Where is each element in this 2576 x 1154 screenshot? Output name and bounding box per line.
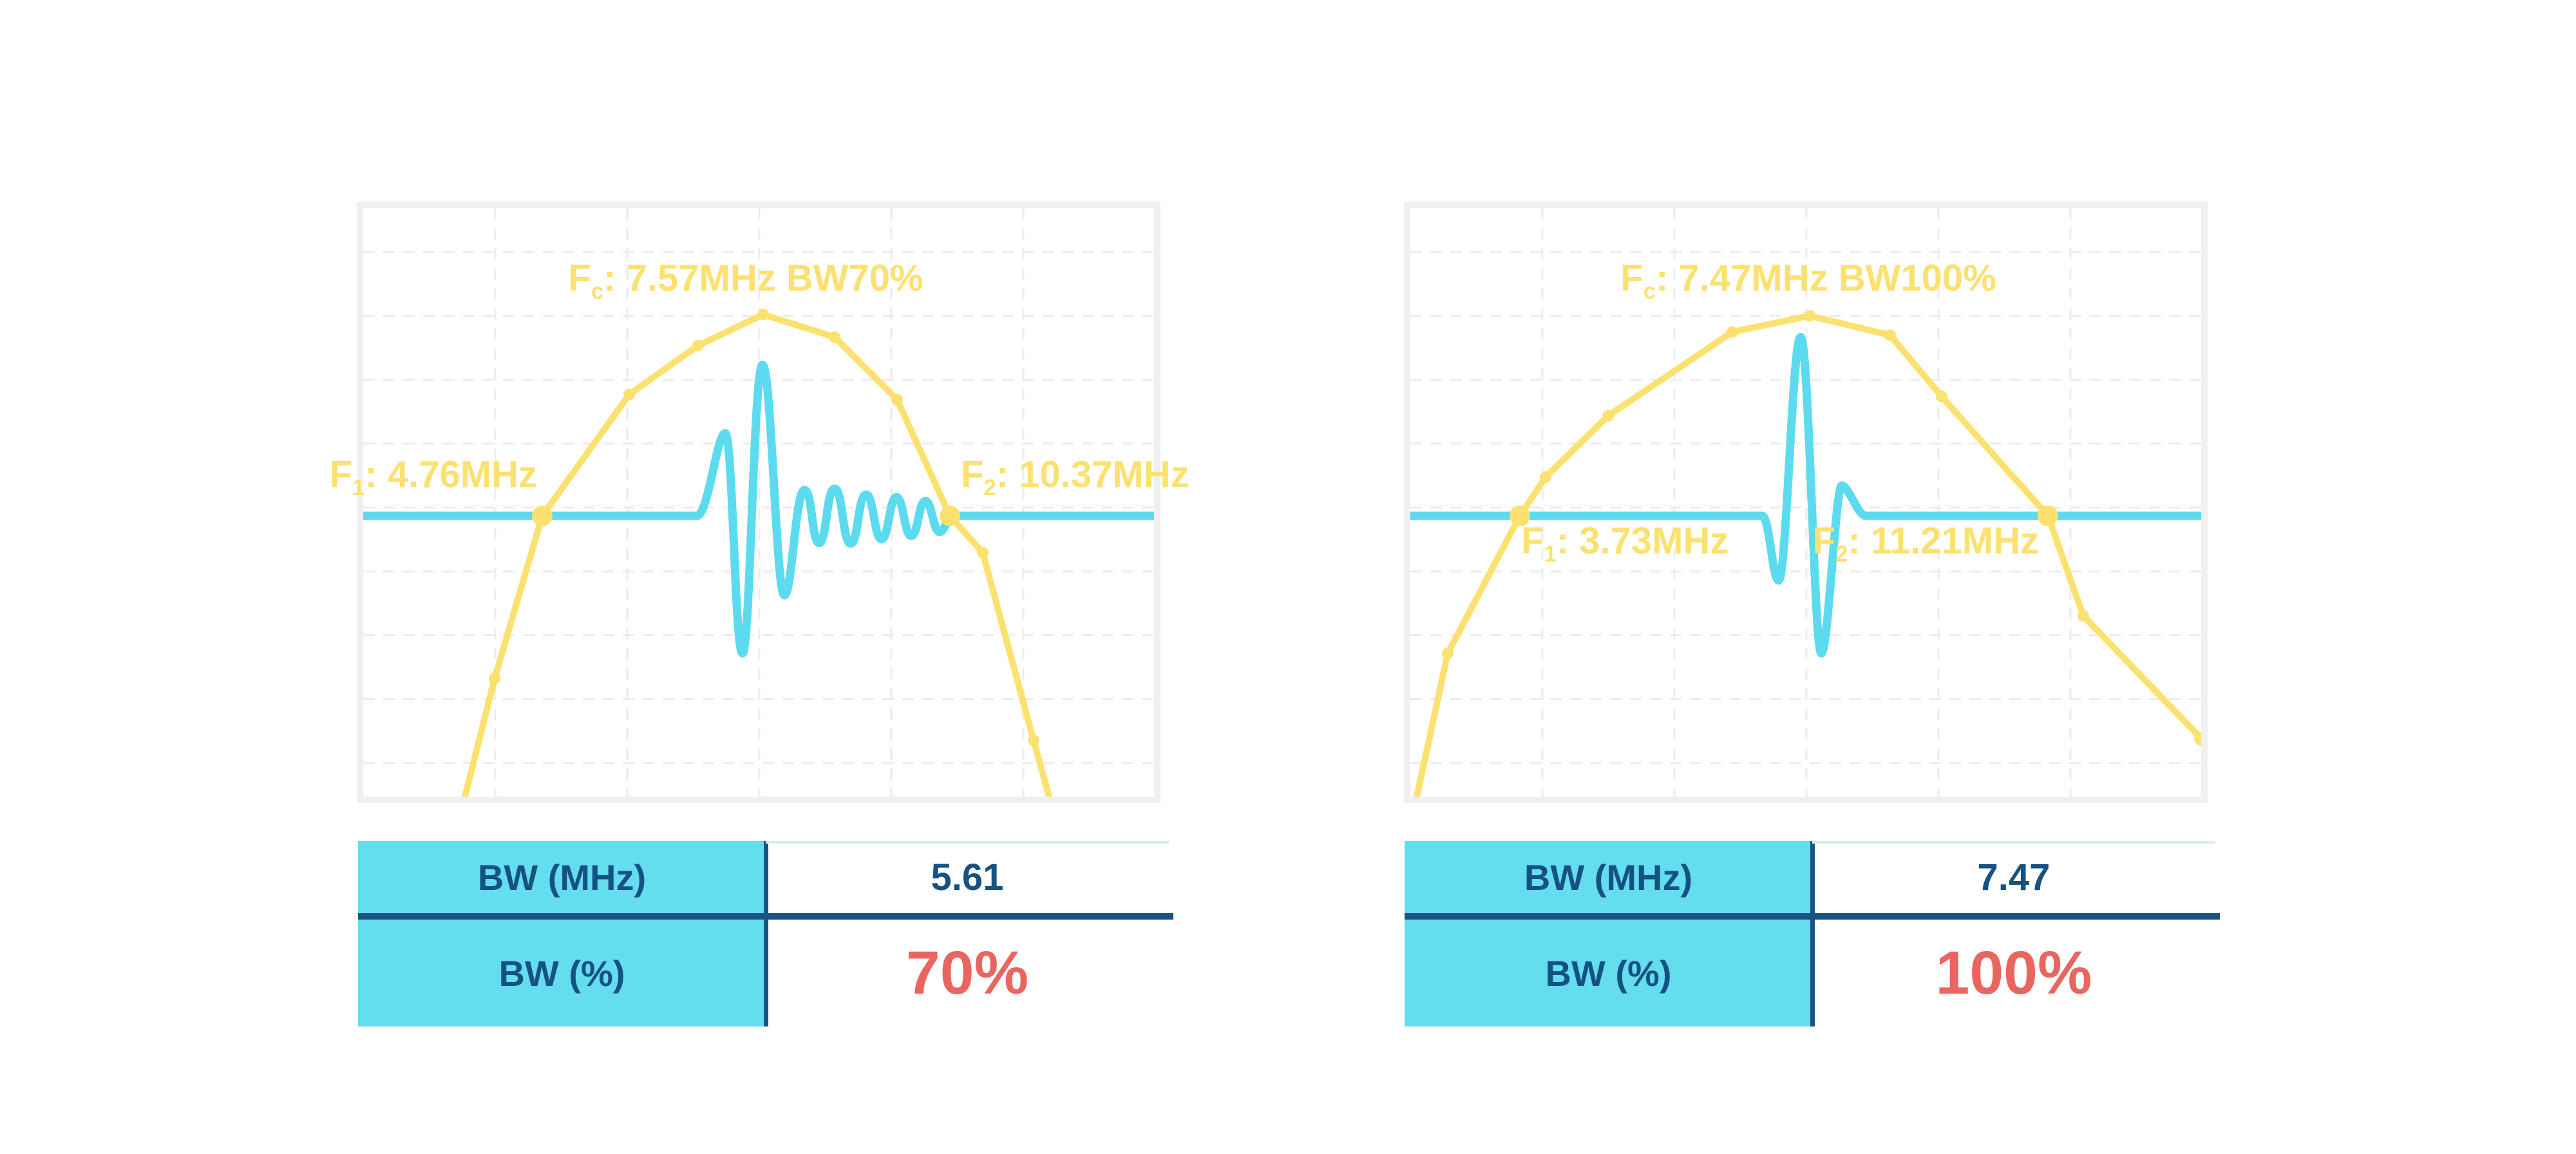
spectrum-point-marker xyxy=(623,388,635,401)
spectrum-point-marker xyxy=(1936,390,1947,402)
fc-label-value: : 7.57MHz BW70% xyxy=(603,257,923,299)
bw70-chart-panel: Fc: 7.57MHz BW70% F1: 4.76MHz F2: 10.37M… xyxy=(330,202,1189,803)
f1-label-prefix: F xyxy=(329,453,353,496)
pulse-waveform xyxy=(1410,332,2201,658)
spectrum-curve xyxy=(1414,312,2201,797)
f2-label-value: : 10.37MHz xyxy=(996,453,1189,496)
fc-label-prefix: F xyxy=(1620,257,1643,299)
f2-frequency-label: F2: 11.21MHz xyxy=(1813,522,2039,565)
table-column-divider xyxy=(1810,841,1815,1026)
fc-frequency-label: Fc: 7.57MHz BW70% xyxy=(568,260,923,303)
f1-frequency-label: F1: 4.76MHz xyxy=(330,456,537,499)
f1-label-subscript: 1 xyxy=(352,475,365,500)
table-top-border xyxy=(766,841,1169,844)
f1-label-prefix: F xyxy=(1521,520,1544,562)
bw-percent-value-cell: 70% xyxy=(766,920,1169,1026)
spectrum-point-marker xyxy=(489,672,500,685)
table-row: BW (MHz) 7.47 xyxy=(1405,841,2215,913)
pulse-waveform xyxy=(363,361,1154,658)
bw-mhz-value-cell: 7.47 xyxy=(1812,841,2215,913)
bw100-chart-panel: Fc: 7.47MHz BW100% F1: 3.73MHz F2: 11.21… xyxy=(1404,202,2208,803)
fc-label-subscript: c xyxy=(1643,278,1656,304)
spectrum-point-marker xyxy=(1540,471,1551,483)
bw-percent-value-cell: 100% xyxy=(1812,920,2215,1026)
spectrum-point-marker xyxy=(2038,506,2058,527)
f2-frequency-label: F2: 10.37MHz xyxy=(961,456,1189,499)
f1-label-value: : 3.73MHz xyxy=(1556,520,1729,562)
table-row: BW (%) 70% xyxy=(358,920,1169,1026)
spectrum-curve xyxy=(462,311,1052,797)
spectrum-point-marker xyxy=(1602,410,1614,422)
spectrum-point-marker xyxy=(977,547,989,559)
bw70-bandwidth-table: BW (MHz) 5.61 BW (%) 70% xyxy=(358,841,1173,1026)
fc-label-subscript: c xyxy=(591,278,604,304)
spectrum-point-marker xyxy=(940,506,960,527)
spectrum-point-marker xyxy=(829,331,840,343)
bw-mhz-header-cell: BW (MHz) xyxy=(1405,841,1812,913)
f1-frequency-label: F1: 3.73MHz xyxy=(1521,522,1728,565)
bw70-chart-plot xyxy=(363,208,1154,797)
f2-label-subscript: 2 xyxy=(1835,541,1848,567)
f2-label-prefix: F xyxy=(1812,520,1836,562)
f2-label-value: : 11.21MHz xyxy=(1848,520,2039,562)
bw-mhz-header-cell: BW (MHz) xyxy=(358,841,766,913)
spectrum-point-marker xyxy=(2078,610,2089,622)
table-row: BW (MHz) 5.61 xyxy=(358,841,1169,913)
spectrum-point-marker xyxy=(1510,506,1530,527)
f1-label-value: : 4.76MHz xyxy=(365,453,537,496)
bw-percent-header-cell: BW (%) xyxy=(358,920,766,1026)
spectrum-point-marker xyxy=(692,339,704,352)
f1-label-subscript: 1 xyxy=(1544,541,1557,567)
f2-label-subscript: 2 xyxy=(983,475,996,500)
table-row: BW (%) 100% xyxy=(1405,920,2215,1026)
spectrum-point-marker xyxy=(1442,647,1454,659)
bw100-chart-plot xyxy=(1410,208,2201,797)
bw-mhz-value-cell: 5.61 xyxy=(766,841,1169,913)
spectrum-point-marker xyxy=(532,506,553,527)
table-column-divider xyxy=(764,841,768,1026)
f2-label-prefix: F xyxy=(961,453,984,496)
spectrum-point-marker xyxy=(1884,329,1896,341)
spectrum-point-marker xyxy=(891,393,903,406)
spectrum-point-marker xyxy=(1804,310,1815,322)
fc-label-value: : 7.47MHz BW100% xyxy=(1656,257,1996,299)
spectrum-point-marker xyxy=(1727,326,1738,338)
fc-label-prefix: F xyxy=(568,257,591,299)
spectrum-point-marker xyxy=(2194,731,2201,746)
spectrum-point-marker xyxy=(1028,734,1039,746)
bw-percent-header-cell: BW (%) xyxy=(1405,920,1812,1026)
bw100-bandwidth-table: BW (MHz) 7.47 BW (%) 100% xyxy=(1405,841,2220,1026)
table-top-border xyxy=(1812,841,2215,844)
fc-frequency-label: Fc: 7.47MHz BW100% xyxy=(1620,260,1996,303)
spectrum-point-marker xyxy=(757,308,769,321)
